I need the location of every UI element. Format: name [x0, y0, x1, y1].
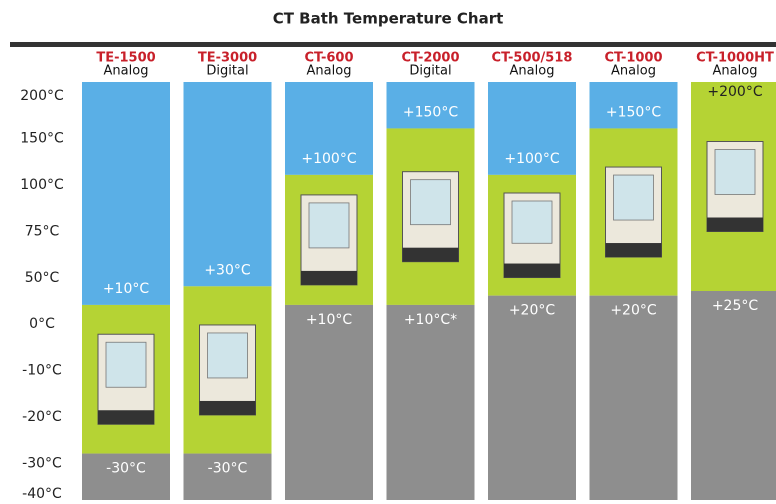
below-range — [590, 296, 678, 500]
max-label: +150°C — [606, 104, 661, 120]
instrument-panel — [606, 243, 662, 257]
instrument-window — [614, 175, 654, 220]
min-label: +20°C — [509, 303, 556, 319]
chart: CT Bath Temperature Chart 200°C 150°C 100°… — [0, 0, 776, 504]
y-tick-label: 200°C — [20, 88, 64, 104]
max-label: +100°C — [301, 151, 356, 167]
below-range — [285, 305, 373, 500]
min-label: +20°C — [610, 303, 657, 319]
instrument-window — [309, 203, 349, 248]
min-label: +10°C — [306, 312, 353, 328]
below-range — [488, 296, 576, 500]
product-mode: Analog — [510, 64, 555, 79]
instrument-panel — [403, 248, 459, 262]
instrument-window — [208, 333, 248, 378]
max-label: +150°C — [403, 104, 458, 120]
min-label: -30°C — [208, 461, 248, 477]
max-label: +200°C — [707, 84, 762, 100]
y-tick-label: 100°C — [20, 177, 64, 193]
instrument-panel — [504, 264, 560, 278]
above-range — [82, 82, 170, 305]
min-label: +25°C — [712, 298, 759, 314]
min-label: +10°C* — [404, 312, 457, 328]
y-tick-label: -20°C — [22, 409, 62, 425]
min-label: -30°C — [106, 461, 146, 477]
instrument-panel — [301, 271, 357, 285]
header-rule — [10, 42, 776, 47]
product-mode: Digital — [409, 64, 451, 79]
y-tick-label: -30°C — [22, 456, 62, 472]
max-label: +10°C — [103, 281, 150, 297]
max-label: +100°C — [504, 151, 559, 167]
above-range — [184, 82, 272, 286]
instrument-panel — [200, 401, 256, 415]
product-mode: Analog — [713, 64, 758, 79]
y-tick-label: -40°C — [22, 486, 62, 502]
instrument-window — [411, 180, 451, 225]
instrument-panel — [98, 410, 154, 424]
below-range — [691, 291, 776, 500]
instrument-window — [512, 201, 552, 243]
product-mode: Analog — [104, 64, 149, 79]
y-tick-label: 75°C — [25, 223, 60, 239]
y-tick-label: 0°C — [29, 316, 55, 332]
product-mode: Analog — [611, 64, 656, 79]
below-range — [387, 305, 475, 500]
y-tick-label: 50°C — [25, 270, 60, 286]
product-mode: Digital — [206, 64, 248, 79]
y-tick-label: -10°C — [22, 363, 62, 379]
max-label: +30°C — [204, 262, 251, 278]
chart-title: CT Bath Temperature Chart — [273, 10, 504, 28]
instrument-window — [106, 342, 146, 387]
product-mode: Analog — [307, 64, 352, 79]
y-tick-label: 150°C — [20, 130, 64, 146]
instrument-window — [715, 150, 755, 195]
instrument-panel — [707, 218, 763, 232]
